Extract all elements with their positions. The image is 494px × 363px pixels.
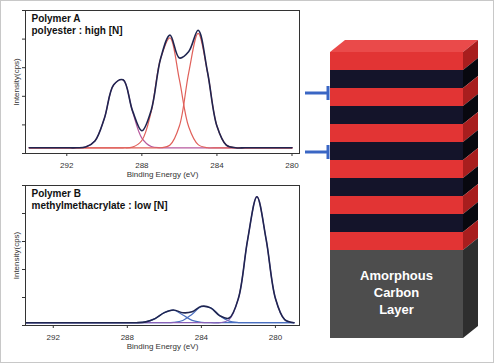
svg-text:Binding Energy (eV): Binding Energy (eV) xyxy=(127,342,199,351)
svg-text:292: 292 xyxy=(47,333,61,342)
svg-text:284: 284 xyxy=(210,161,224,170)
svg-text:Intensity(cps): Intensity(cps) xyxy=(12,58,21,106)
svg-text:288: 288 xyxy=(120,333,134,343)
svg-text:Binding Energy (eV): Binding Energy (eV) xyxy=(127,170,199,179)
svg-text:Polymer B: Polymer B xyxy=(32,188,81,199)
svg-text:288: 288 xyxy=(135,161,149,171)
svg-text:280: 280 xyxy=(285,161,299,170)
svg-text:292: 292 xyxy=(60,161,74,170)
svg-text:Amorphous: Amorphous xyxy=(360,268,433,283)
svg-text:280: 280 xyxy=(269,333,283,342)
svg-text:Intensity(cps): Intensity(cps) xyxy=(12,231,21,279)
svg-text:Polymer A: Polymer A xyxy=(32,13,81,24)
svg-text:methylmethacrylate : low [N]: methylmethacrylate : low [N] xyxy=(32,200,168,211)
svg-text:Carbon: Carbon xyxy=(374,285,420,300)
svg-text:Layer: Layer xyxy=(379,302,414,317)
svg-text:284: 284 xyxy=(194,333,209,343)
svg-text:polyester : high [N]: polyester : high [N] xyxy=(32,25,123,36)
